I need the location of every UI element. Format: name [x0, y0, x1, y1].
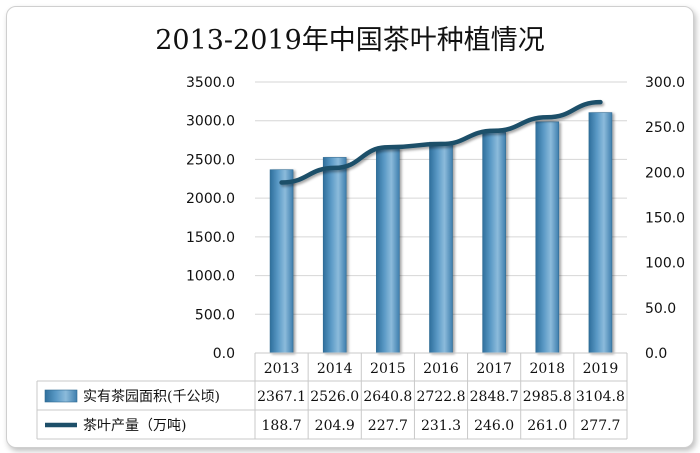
table-cell-output: 246.0	[474, 418, 514, 434]
data-table: 2013 2014 2015 2016 2017 2018 2019 实有茶园面积(千公顷) 茶…	[36, 352, 628, 440]
category-label: 2019	[583, 361, 619, 377]
chart-frame: 2013-2019年中国茶叶种植情况 0.0 500.0 1000.0 1500.0 2…	[6, 6, 694, 448]
table-cell-area: 2985.8	[523, 389, 572, 405]
left-axis-tick-label: 1000.0	[186, 269, 235, 285]
bar	[482, 132, 506, 354]
left-axis-tick-label: 2000.0	[186, 191, 235, 207]
left-axis-tick-label: 2500.0	[186, 152, 235, 168]
right-axis-tick-label: 100.0	[645, 256, 685, 272]
table-cell-area: 2722.8	[417, 389, 466, 405]
table-cell-output: 231.3	[421, 418, 461, 434]
left-axis-tick-label: 500.0	[195, 307, 235, 323]
left-axis-tick-label: 3500.0	[186, 75, 235, 91]
left-axis-ticks: 0.0 500.0 1000.0 1500.0 2000.0 2500.0 3000.0 35…	[186, 75, 235, 362]
table-cell-area: 2848.7	[470, 389, 519, 405]
bar	[376, 148, 400, 354]
legend-bar-swatch	[44, 389, 78, 403]
category-label: 2013	[264, 361, 300, 377]
left-axis-tick-label: 3000.0	[186, 114, 235, 130]
table-cell-output: 204.9	[315, 418, 355, 434]
category-label: 2016	[423, 361, 459, 377]
table-cell-output: 277.7	[580, 418, 620, 434]
bar	[429, 141, 453, 354]
left-axis-tick-label: 0.0	[213, 346, 235, 362]
category-label: 2015	[370, 361, 406, 377]
combo-chart: 2013-2019年中国茶叶种植情况 0.0 500.0 1000.0 1500.0 2…	[36, 25, 685, 440]
category-label: 2014	[317, 361, 353, 377]
right-axis-tick-label: 250.0	[645, 120, 685, 136]
right-axis-tick-label: 0.0	[645, 346, 667, 362]
table-cell-area: 2526.0	[310, 389, 359, 405]
right-axis-ticks: 0.0 50.0 100.0 150.0 200.0 250.0 300.0	[645, 75, 685, 362]
bar-series	[269, 112, 613, 354]
right-axis-tick-label: 50.0	[645, 301, 676, 317]
legend-bar-label: 实有茶园面积(千公顷)	[83, 389, 220, 405]
category-label: 2017	[476, 361, 512, 377]
right-axis-tick-label: 200.0	[645, 165, 685, 181]
chart-title: 2013-2019年中国茶叶种植情况	[155, 25, 545, 56]
table-cell-area: 3104.8	[576, 389, 625, 405]
line-series	[279, 99, 603, 185]
right-axis-tick-label: 300.0	[645, 75, 685, 91]
table-cell-output: 188.7	[262, 418, 302, 434]
right-axis-tick-label: 150.0	[645, 211, 685, 227]
table-cell-output: 227.7	[368, 418, 408, 434]
table-cell-area: 2367.1	[257, 389, 306, 405]
category-label: 2018	[529, 361, 565, 377]
left-axis-tick-label: 1500.0	[186, 230, 235, 246]
bar	[322, 157, 347, 354]
legend-line-label: 茶叶产量（万吨)	[83, 418, 186, 434]
table-cell-output: 261.0	[527, 418, 567, 434]
bar	[269, 169, 294, 354]
table-cell-area: 2640.8	[363, 389, 412, 405]
bar	[535, 121, 560, 354]
bar	[588, 112, 613, 354]
